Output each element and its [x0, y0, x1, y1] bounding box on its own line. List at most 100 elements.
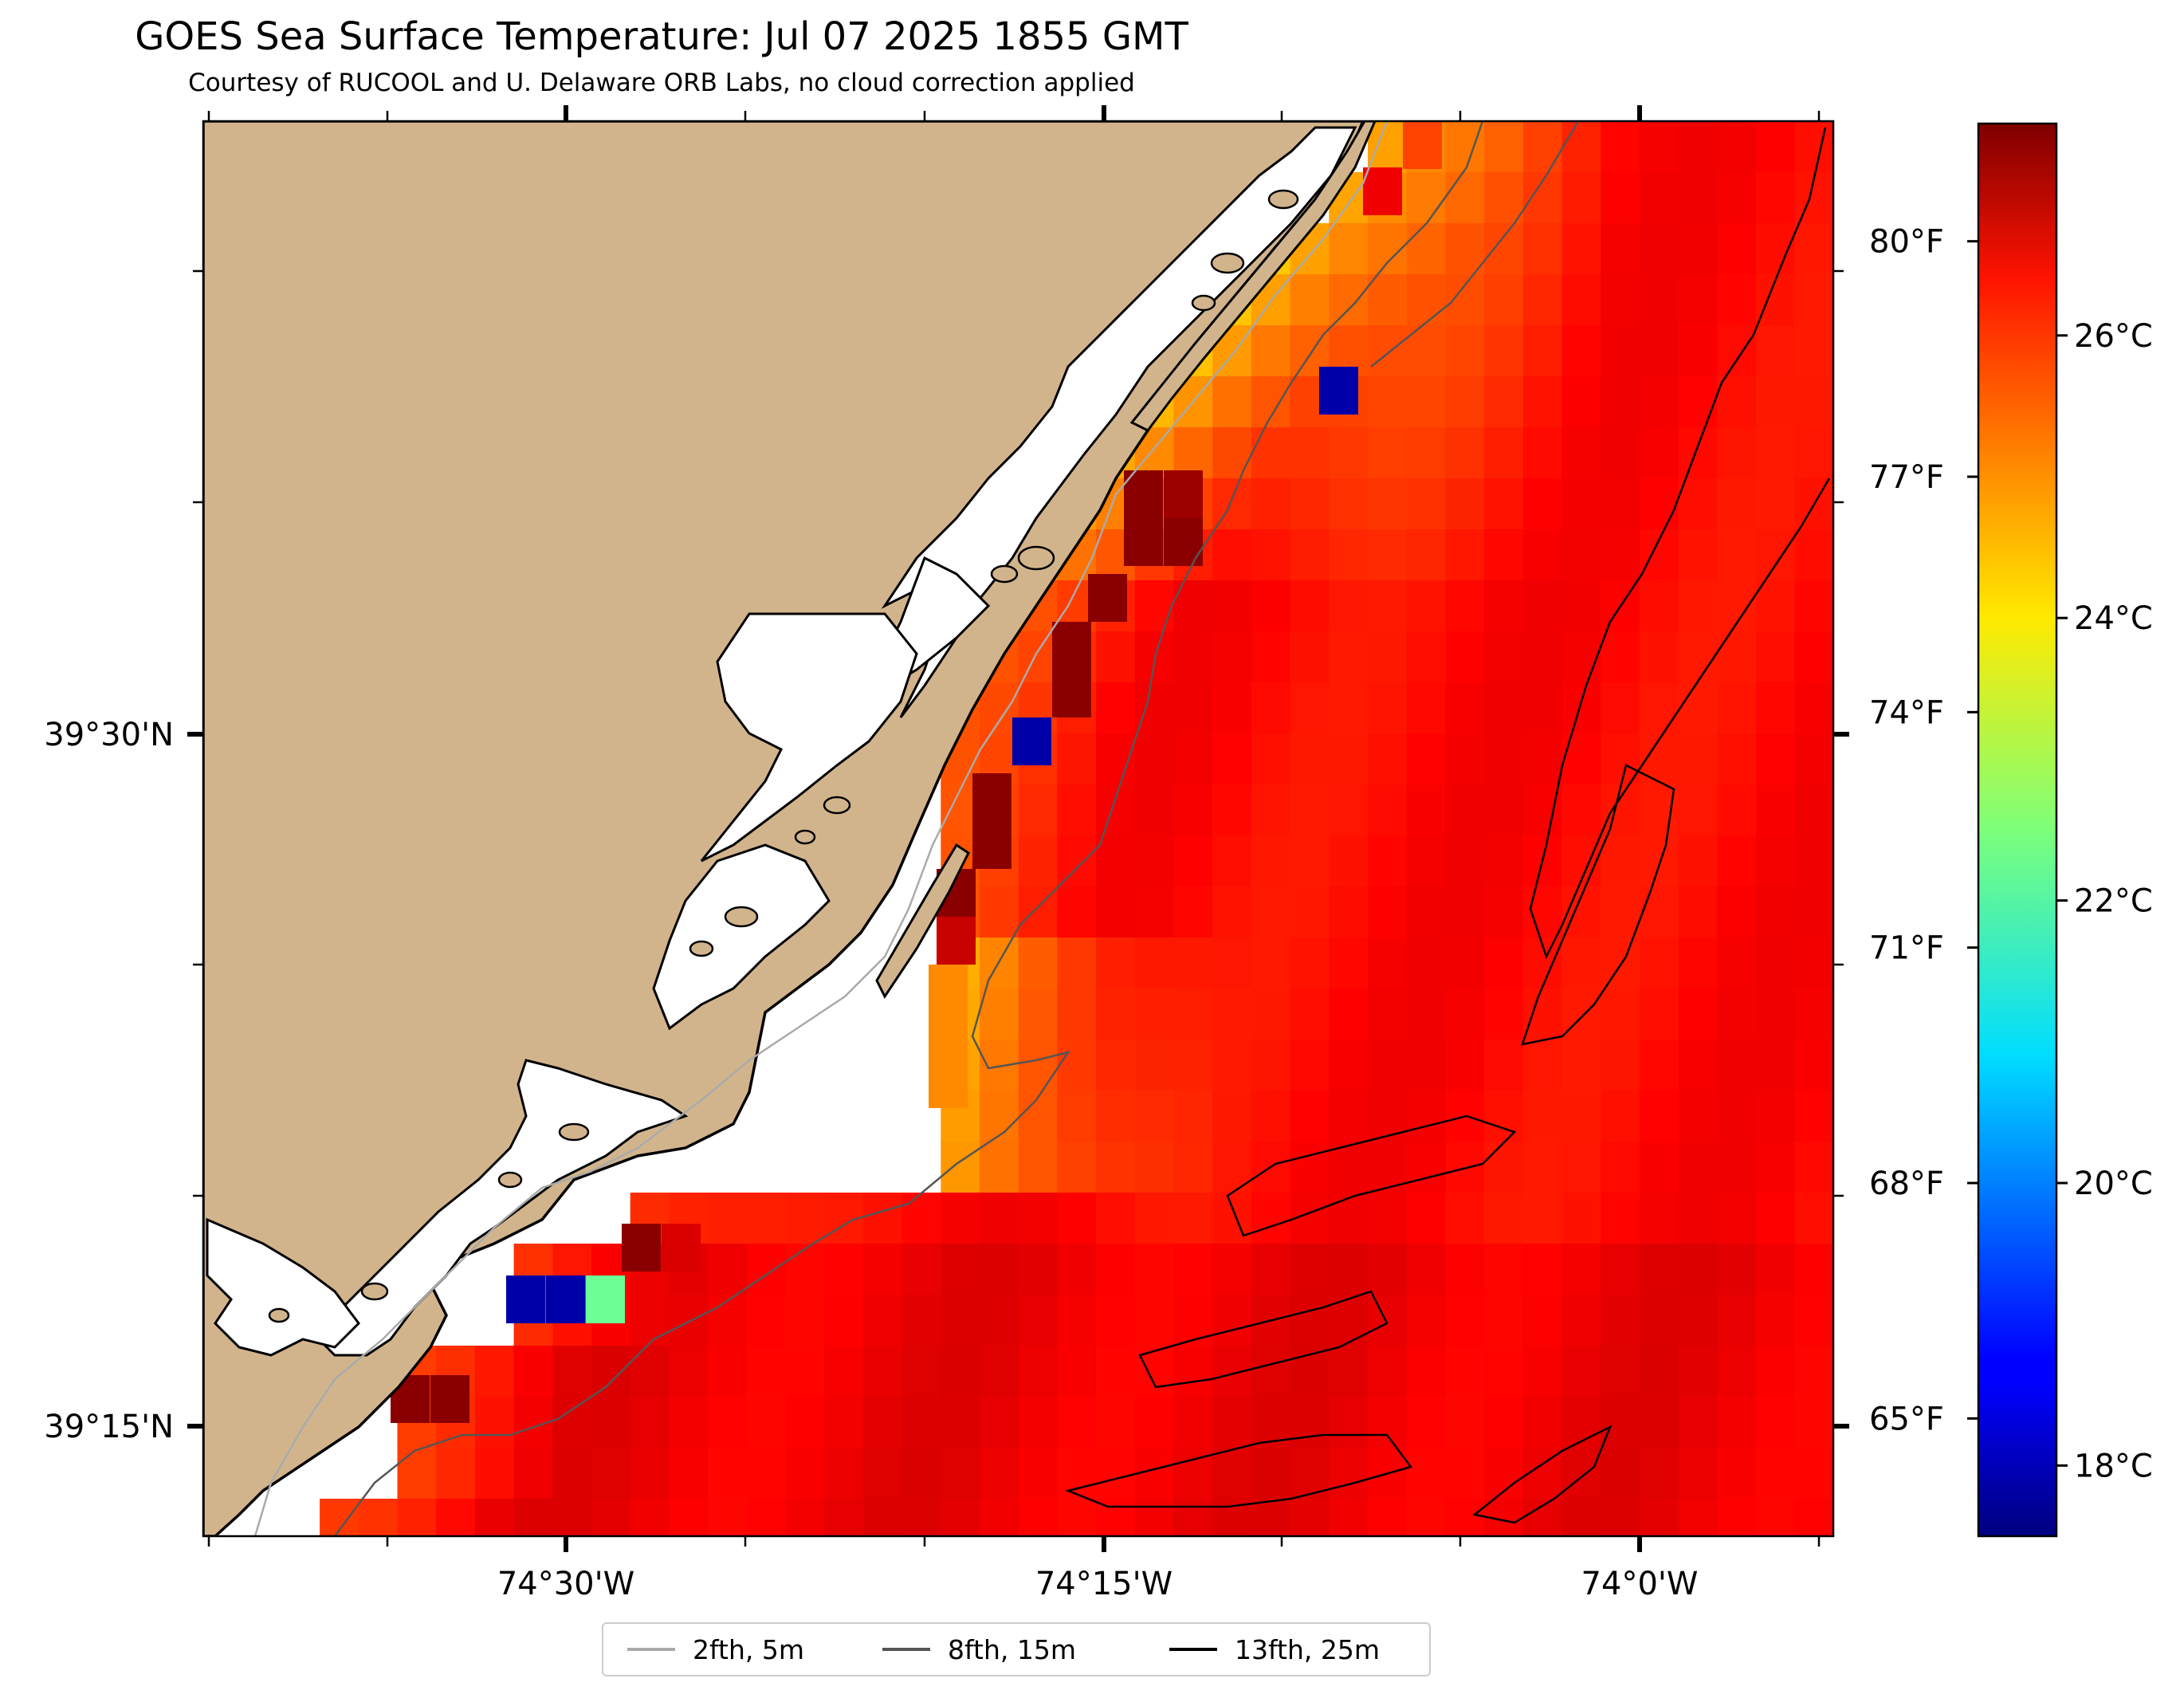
legend-label: 2fth, 5m — [693, 1633, 805, 1665]
sst-cell — [1639, 478, 1679, 530]
sst-cell — [1717, 478, 1757, 530]
legend-item-13fth: 13fth, 25m — [1169, 1624, 1380, 1675]
sst-cell — [630, 1499, 670, 1536]
sst-cell — [1368, 1499, 1408, 1536]
sst-cell — [1601, 1499, 1640, 1536]
sst-cell — [591, 1346, 631, 1397]
sst-cell — [1756, 325, 1796, 377]
sst-cell — [1134, 682, 1175, 734]
sst-cell — [1096, 1142, 1136, 1193]
sst-cell — [1406, 682, 1446, 734]
sst-cell — [1756, 1397, 1796, 1448]
sst-cell — [1363, 167, 1402, 215]
sst-cell — [1717, 1193, 1757, 1244]
sst-cell — [1445, 886, 1485, 938]
sst-cell — [1522, 376, 1563, 428]
sst-cell — [980, 1448, 1019, 1500]
lon-label-7430: 74°30'W — [497, 1566, 634, 1602]
sst-cell — [1290, 1142, 1330, 1193]
sst-cell — [1484, 172, 1524, 224]
sst-cell — [1639, 1346, 1679, 1397]
sst-cell — [1756, 1499, 1796, 1536]
sst-cell — [1484, 1295, 1524, 1346]
sst-cell — [980, 1499, 1019, 1536]
sst-cell — [1639, 274, 1679, 326]
sst-cell — [1601, 529, 1640, 581]
sst-cell — [1484, 274, 1524, 326]
sst-cell — [1445, 580, 1485, 632]
sst-cell — [1717, 529, 1757, 581]
sst-cell — [1484, 784, 1524, 836]
sst-cell — [1794, 784, 1833, 836]
sst-cell — [1756, 427, 1796, 479]
sst-cell — [1756, 886, 1796, 938]
sst-cell — [708, 1193, 748, 1244]
sst-cell — [1678, 274, 1718, 326]
sst-cell — [1561, 682, 1601, 734]
sst-cell — [1329, 682, 1369, 734]
sst-cell — [1561, 325, 1601, 377]
sst-cell — [1096, 784, 1136, 836]
sst-cell — [1173, 886, 1213, 938]
sst-cell — [1484, 937, 1524, 989]
sst-cell — [1406, 223, 1446, 275]
sst-cell — [1717, 223, 1757, 275]
sst-cell — [1601, 631, 1640, 683]
sst-cell — [1756, 631, 1796, 683]
sst-cell — [1251, 580, 1291, 632]
sst-cell — [1290, 989, 1330, 1040]
sst-cell — [1173, 427, 1213, 479]
sst-cell — [1212, 1244, 1252, 1295]
sst-cell — [1639, 580, 1679, 632]
sst-cell — [1484, 835, 1524, 887]
sst-cell — [1368, 427, 1408, 479]
sst-cell — [980, 1040, 1019, 1091]
sst-cell — [1794, 937, 1833, 989]
sst-cell — [586, 1275, 625, 1323]
sst-cell — [1639, 631, 1679, 683]
sst-cell — [1445, 631, 1485, 683]
sst-cell — [1561, 1244, 1601, 1295]
sst-cell — [1406, 529, 1446, 581]
isobath-13fth-ridge3 — [1138, 1290, 1389, 1389]
sst-cell — [1522, 427, 1563, 479]
sst-cell — [1794, 1295, 1833, 1346]
sst-cell — [941, 1244, 980, 1295]
sst-cell — [1134, 1295, 1175, 1346]
sst-cell — [1096, 1448, 1136, 1500]
sst-cell — [929, 1012, 968, 1060]
sst-cell — [980, 1295, 1019, 1346]
sst-cell — [1290, 580, 1330, 632]
sst-cell — [1057, 733, 1097, 785]
sst-cell — [1212, 1397, 1252, 1448]
sst-cell — [1794, 835, 1833, 887]
sst-cell — [1329, 1499, 1369, 1536]
sst-cell — [1329, 1142, 1369, 1193]
sst-cell — [1329, 835, 1369, 887]
sst-cell — [1406, 886, 1446, 938]
sst-cell — [1561, 274, 1601, 326]
sst-cell — [430, 1375, 469, 1423]
sst-cell — [1173, 1142, 1213, 1193]
sst-cell — [1212, 1142, 1252, 1193]
sst-cell — [1251, 376, 1291, 428]
sst-cell — [1134, 1091, 1175, 1142]
sst-cell — [1134, 835, 1175, 887]
sst-cell — [1096, 1397, 1136, 1448]
sst-cell — [972, 821, 1011, 869]
sst-cell — [1406, 478, 1446, 530]
sst-cell — [1522, 989, 1563, 1040]
sst-cell — [1018, 631, 1058, 683]
sst-cell — [862, 1295, 903, 1346]
sst-cell — [1368, 1397, 1408, 1448]
sst-cell — [1290, 631, 1330, 683]
sst-cell — [1445, 121, 1485, 173]
sst-cell — [1018, 1244, 1058, 1295]
sst-cell — [1251, 1244, 1291, 1295]
sst-cell — [1406, 172, 1446, 224]
sst-cell — [1522, 1346, 1563, 1397]
sst-cell — [1212, 835, 1252, 887]
sst-cell — [1012, 717, 1051, 765]
sst-cell — [746, 1346, 787, 1397]
celsius-tick-label: 22°C — [2074, 883, 2153, 920]
